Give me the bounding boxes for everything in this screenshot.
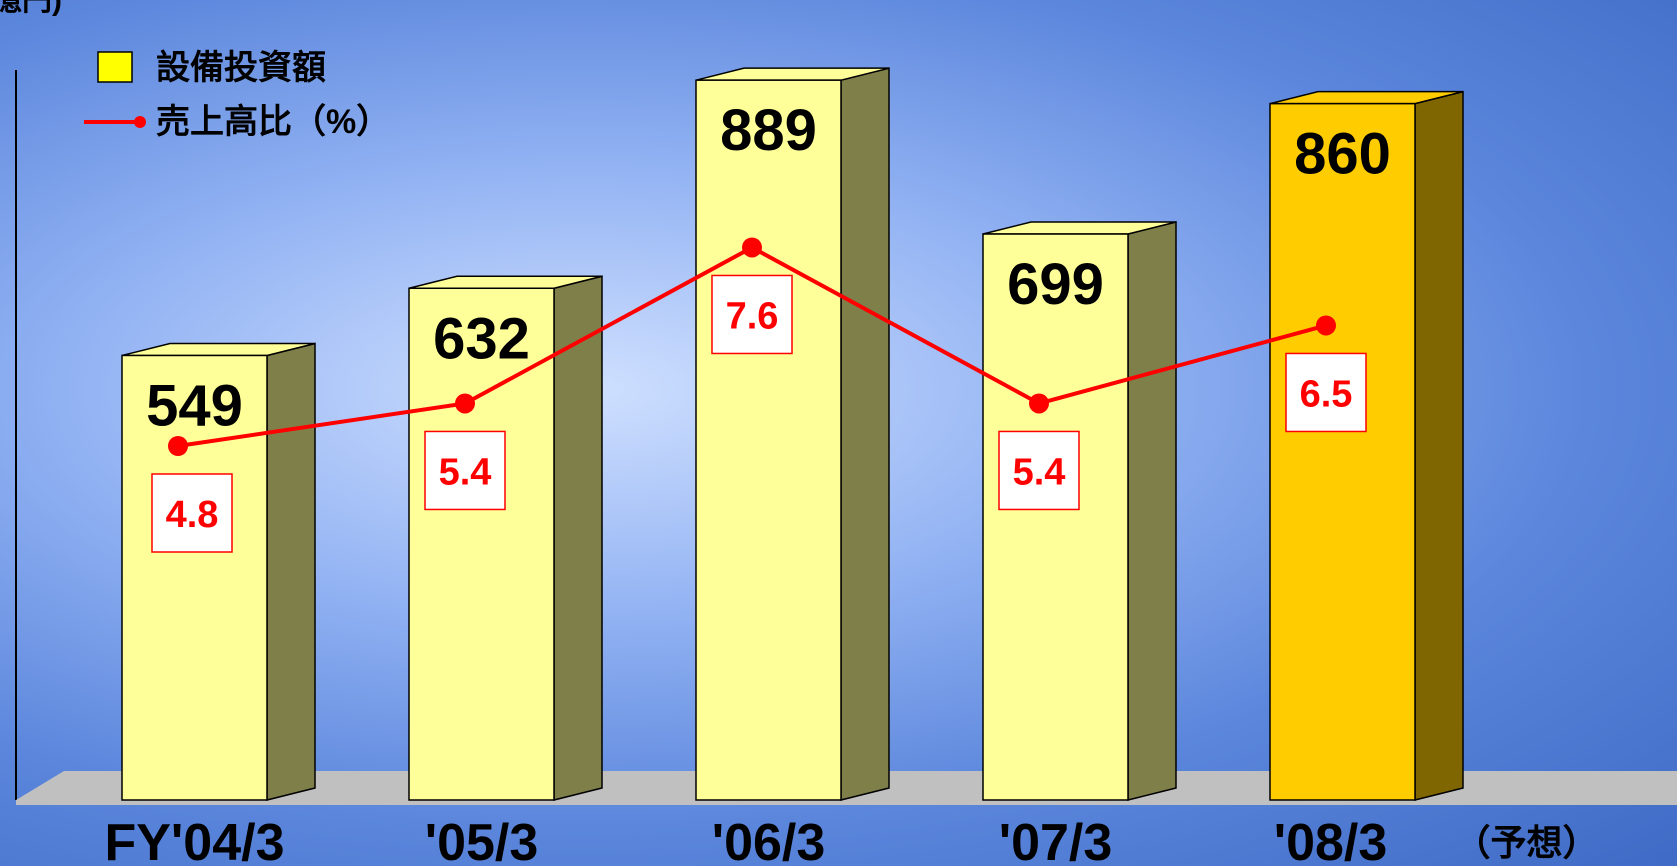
bars-group: 549 632 889 699 860 (121, 67, 1464, 801)
x-axis-labels: FY'04/3 '05/3 '06/3 '07/3 '08/3 （予想） (104, 814, 1598, 866)
x-tick-label: '07/3 (999, 814, 1113, 866)
bar-side-face (1127, 221, 1177, 801)
bar-front-face (1269, 102, 1416, 801)
line-point (455, 393, 475, 414)
bar-front-face (982, 233, 1129, 801)
x-tick-label: FY'04/3 (104, 814, 284, 866)
line-value-label: 5.4 (439, 451, 492, 493)
legend-line-marker (134, 116, 146, 128)
bar-side-face (266, 342, 316, 801)
legend-line-label: 売上高比（%） (156, 102, 390, 141)
unit-label: 億円) (0, 0, 62, 17)
line-value-label: 5.4 (1013, 451, 1066, 493)
line-point (1316, 315, 1336, 336)
line-series: 4.8 5.4 7.6 5.4 6.5 (151, 237, 1367, 553)
line-point (1029, 393, 1049, 414)
x-tick-label: '05/3 (425, 814, 539, 866)
bar-1: 632 (408, 275, 603, 801)
bar-3: 699 (982, 221, 1177, 801)
bar-value-label: 699 (1007, 252, 1104, 317)
bar-side-face (840, 67, 890, 801)
line-value-box (998, 430, 1080, 511)
bar-value-label: 889 (720, 98, 817, 163)
bar-front-face (121, 354, 268, 801)
line-value-box (424, 430, 506, 511)
legend: 設備投資額 売上高比（%） (84, 49, 390, 141)
legend-bar-label: 設備投資額 (156, 49, 326, 87)
line-value-label: 7.6 (726, 295, 779, 337)
line-point (742, 237, 762, 258)
line-value-label: 6.5 (1300, 373, 1353, 415)
bar-4: 860 (1269, 90, 1464, 801)
bar-front-face (695, 79, 842, 801)
line-point (168, 436, 188, 456)
bar-0: 549 (121, 342, 316, 801)
line-value-label: 4.8 (166, 494, 219, 536)
x-tick-label: '08/3 (1274, 814, 1388, 866)
x-tick-suffix: （予想） (1455, 822, 1599, 863)
bar-value-label: 860 (1294, 122, 1391, 187)
bar-value-label: 549 (146, 373, 243, 438)
bar-front-face (408, 287, 555, 801)
line-value-box (1285, 352, 1367, 433)
legend-bar-swatch (97, 51, 133, 83)
line-value-box (151, 473, 233, 553)
x-tick-label: '06/3 (712, 814, 826, 866)
bar-side-face (553, 275, 603, 801)
line-value-box (711, 274, 793, 355)
bar-side-face (1414, 90, 1464, 801)
bar-2: 889 (695, 67, 890, 801)
bar-value-label: 632 (433, 306, 530, 371)
